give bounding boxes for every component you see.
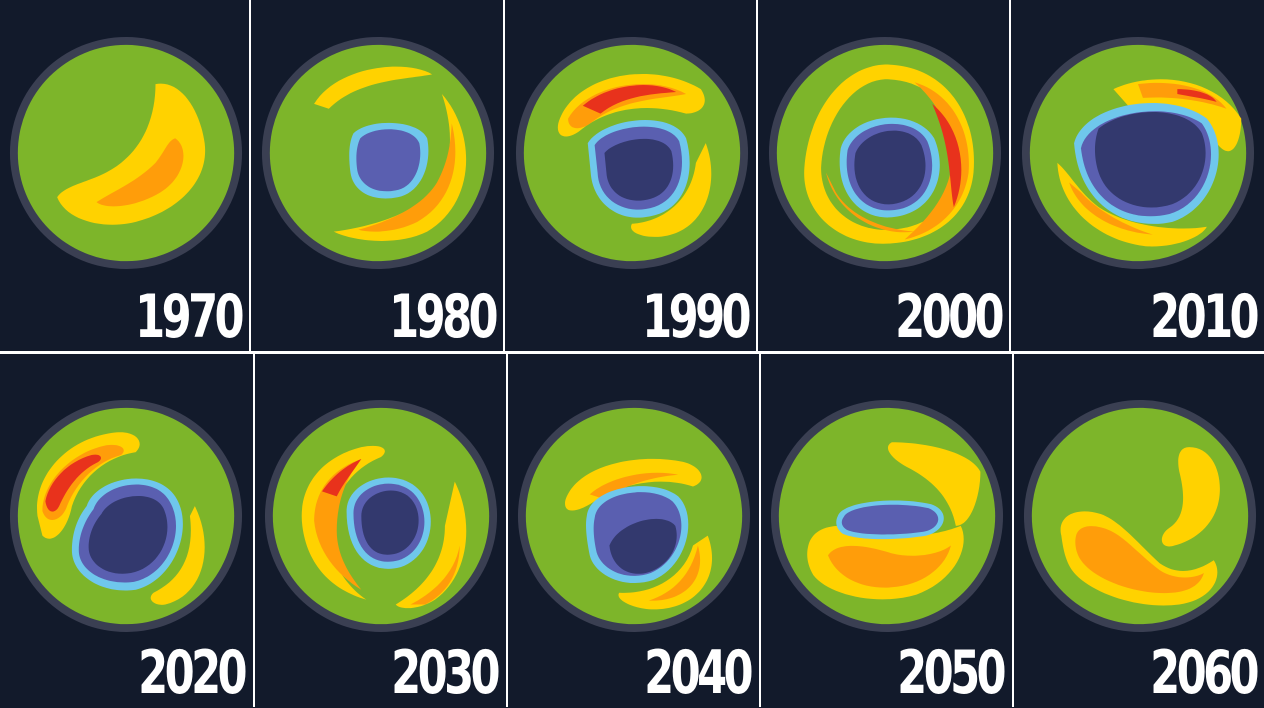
panel-1970: 1970: [0, 0, 249, 351]
year-label: 1980: [389, 282, 498, 352]
panel-2010: 2010: [1012, 0, 1264, 351]
year-label: 2030: [391, 638, 500, 708]
ozone-globe-2030: [264, 399, 498, 633]
panel-2040: 2040: [508, 354, 758, 707]
panel-2060: 2060: [1014, 354, 1264, 707]
panel-2000: 2000: [759, 0, 1009, 351]
ozone-globe-2040: [517, 399, 751, 633]
panel-2050: 2050: [761, 354, 1011, 707]
column-divider: [503, 0, 505, 351]
year-label: 2010: [1150, 282, 1259, 352]
ozone-globe-2010: [1021, 36, 1255, 270]
column-divider: [506, 354, 508, 707]
column-divider: [1012, 354, 1014, 707]
year-label: 1970: [135, 282, 244, 352]
ozone-globe-2020: [9, 399, 243, 633]
column-divider: [253, 354, 255, 707]
year-label: 2020: [138, 638, 247, 708]
panel-1980: 1980: [252, 0, 503, 351]
row-divider: [0, 351, 1264, 354]
year-label: 2040: [644, 638, 753, 708]
panel-2030: 2030: [255, 354, 505, 707]
ozone-globe-1970: [9, 36, 243, 270]
column-divider: [756, 0, 758, 351]
year-label: 2060: [1150, 638, 1259, 708]
year-label: 2000: [895, 282, 1004, 352]
ozone-globe-1980: [261, 36, 495, 270]
ozone-globe-1990: [515, 36, 749, 270]
column-divider: [1009, 0, 1011, 351]
panel-1990: 1990: [506, 0, 756, 351]
ozone-globe-2050: [770, 399, 1004, 633]
ozone-globe-2000: [768, 36, 1002, 270]
panel-2020: 2020: [0, 354, 252, 707]
column-divider: [759, 354, 761, 707]
column-divider: [249, 0, 251, 351]
year-label: 2050: [897, 638, 1006, 708]
year-label: 1990: [642, 282, 751, 352]
ozone-globe-2060: [1023, 399, 1257, 633]
